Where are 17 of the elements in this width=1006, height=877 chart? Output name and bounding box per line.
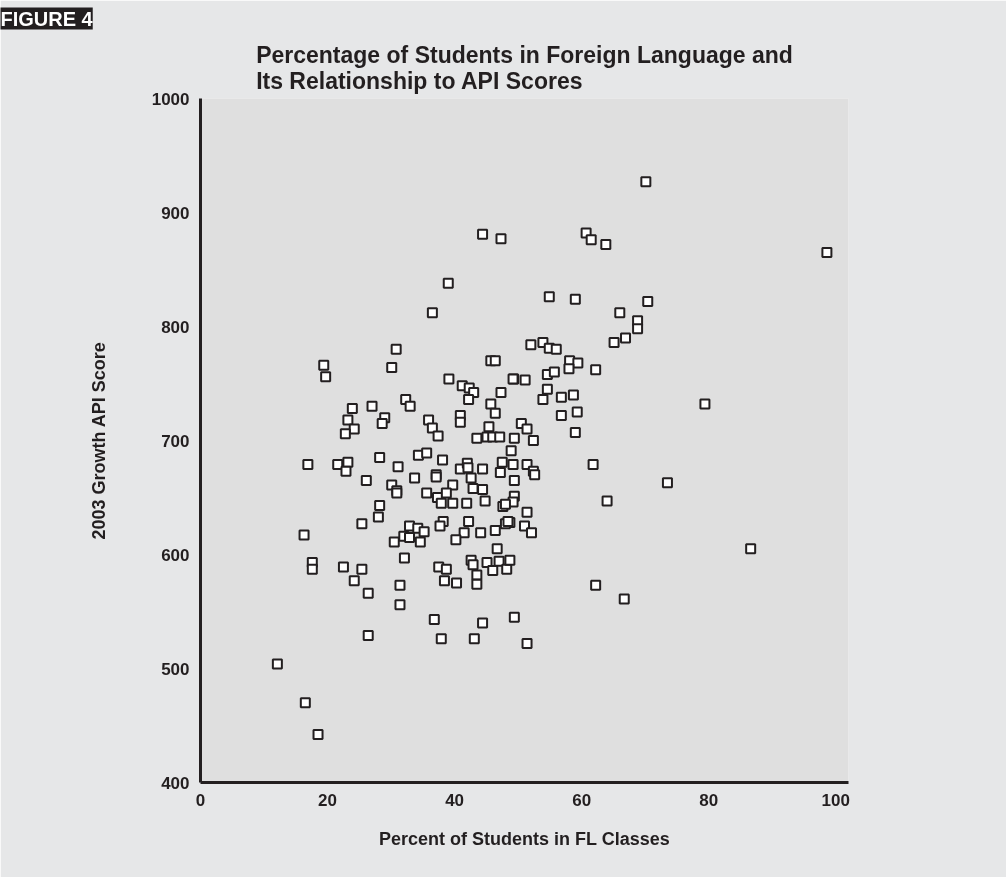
y-tick-label: 900: [161, 203, 190, 223]
x-tick-label: 20: [318, 790, 338, 810]
y-tick-label: 800: [161, 317, 190, 337]
x-axis-title: Percent of Students in FL Classes: [378, 828, 670, 849]
y-axis-title: 2003 Growth API Score: [88, 342, 109, 540]
y-tick-label: 400: [161, 773, 190, 793]
y-tick-label: 500: [161, 659, 190, 679]
chart-title: Percentage of Students in Foreign Language and Its Relationship to API Scores: [256, 41, 793, 94]
caption: FIGURE 4: [0, 7, 94, 30]
x-tick-label: 60: [572, 790, 592, 810]
x-tick-label: 0: [195, 790, 206, 810]
y-tick-label: 1000: [151, 89, 190, 109]
y-tick-label: 700: [161, 431, 190, 451]
x-tick-label: 80: [699, 790, 719, 810]
x-tick-label: 100: [821, 790, 850, 810]
y-tick-label: 600: [161, 545, 190, 565]
x-tick-label: 40: [445, 790, 465, 810]
